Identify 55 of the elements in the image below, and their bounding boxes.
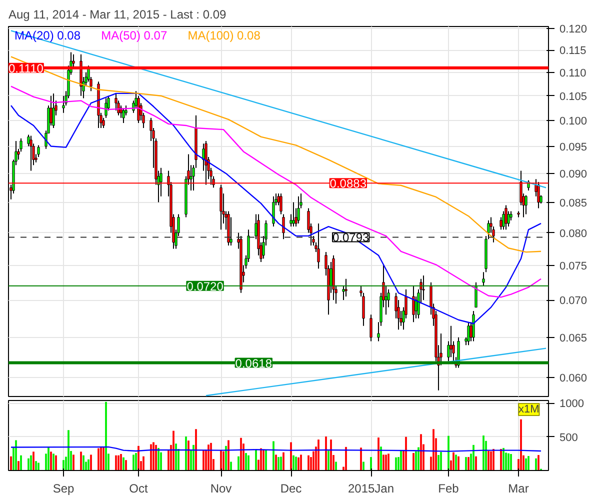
candlestick [317,222,320,270]
candlestick [504,204,508,230]
y-tick-label: 0.115 [560,45,586,58]
y-tick-label: 0.070 [560,295,588,308]
candlestick [52,92,55,129]
y-tick-label: 0.085 [560,197,588,210]
y-tick-label: 0.075 [560,260,588,272]
x-tick-label: 2015Jan [348,482,394,496]
candlestick [280,192,282,215]
y-tick-label: 0.095 [560,141,588,154]
candlestick [30,135,32,172]
candlestick [412,285,415,323]
x-tick-label: Feb [438,482,460,496]
candlestick [344,278,348,297]
candlestick [472,310,475,342]
candlestick [297,196,300,224]
y-tick-label: 500 [560,432,578,444]
candlestick [292,202,295,228]
candlestick [137,95,140,124]
candlestick [122,107,125,124]
ref-line-label: 0.1110 [8,61,44,76]
text: MA(50) 0.07 [101,28,168,42]
candlestick [272,196,275,228]
y-tick-label: 0.065 [560,332,588,344]
x-tick-label: Oct [129,482,148,496]
y-tick-label: 0.090 [560,168,588,180]
annotation: x1M [518,404,540,416]
ref-line-label: 0.0720 [186,279,224,294]
ref-line-label: 0.0883 [330,176,367,191]
ref-line-label: 0.0618 [235,356,272,370]
x-tick-label: Dec [280,482,302,496]
x-tick-label: Mar [508,482,529,496]
candlestick [450,325,452,358]
candlestick [524,194,528,215]
candlestick [102,117,105,129]
x-tick-label: Sep [52,482,74,496]
y-tick-label: 0.110 [560,67,586,80]
y-tick-label: 0.080 [560,228,588,240]
chart-title: Aug 11, 2014 - Mar 11, 2015 - Last : 0.09 [8,8,227,22]
candlestick [422,274,425,301]
x-tick-label: Nov [210,482,232,496]
candlestick [370,314,372,342]
y-tick-label: 1000 [560,398,584,410]
text: MA(100) 0.08 [188,28,261,42]
candlestick [282,214,285,240]
candlestick [104,98,108,118]
y-tick-label: 0.100 [560,115,588,128]
y-tick-label: 0.060 [560,372,588,385]
candlestick [467,322,470,346]
candlestick [482,272,485,286]
candlestick [62,95,65,114]
y-tick-label: 0.105 [560,90,588,103]
y-tick-label: 0.120 [560,24,588,36]
candlestick [474,282,478,308]
line-series [10,56,542,253]
